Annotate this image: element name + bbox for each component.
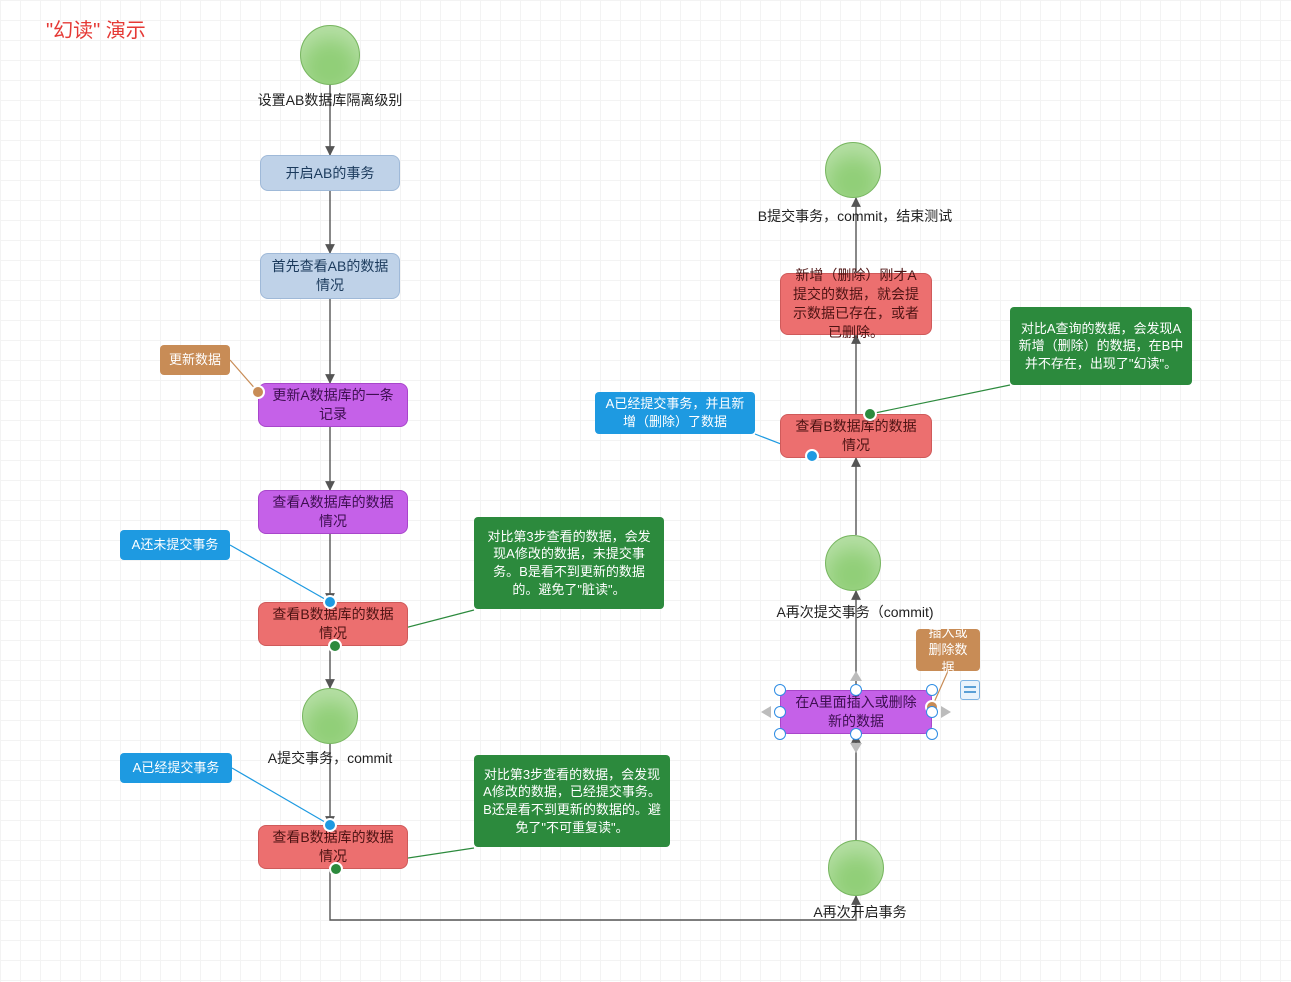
selection-arrow-down[interactable] [850, 743, 862, 753]
node-nb3[interactable]: A已经提交事务 [120, 753, 232, 783]
edge-nb2-r6 [230, 545, 330, 602]
node-r5[interactable]: 查看A数据库的数据情况 [258, 490, 408, 534]
selection-arrow-up[interactable] [850, 671, 862, 681]
node-nb4[interactable]: 插入或删除数据 [916, 629, 980, 671]
link-dot [328, 639, 342, 653]
selection-handle[interactable] [850, 684, 862, 696]
node-nb2[interactable]: A还未提交事务 [120, 530, 230, 560]
link-dot [329, 862, 343, 876]
node-ng3[interactable]: 对比A查询的数据，会发现A新增（删除）的数据，在B中并不存在，出现了"幻读"。 [1010, 307, 1192, 385]
node-l3: A再次开启事务 [780, 902, 940, 922]
link-dot [251, 385, 265, 399]
node-r4[interactable]: 更新A数据库的一条记录 [258, 383, 408, 427]
selection-handle[interactable] [774, 684, 786, 696]
selection-handle[interactable] [774, 706, 786, 718]
node-c5[interactable] [825, 142, 881, 198]
link-dot [863, 407, 877, 421]
link-dot [323, 595, 337, 609]
selection-mini-toolbar[interactable] [960, 680, 980, 700]
selection-handle[interactable] [926, 728, 938, 740]
edge-ng3-r9 [870, 385, 1010, 414]
node-c4[interactable] [825, 535, 881, 591]
node-c3[interactable] [828, 840, 884, 896]
selection-handle[interactable] [926, 706, 938, 718]
node-nb5[interactable]: A已经提交事务，并且新增（删除）了数据 [595, 392, 755, 434]
node-r9[interactable]: 查看B数据库的数据情况 [780, 414, 932, 458]
node-l2: A提交事务，commit [245, 748, 415, 768]
selection-handle[interactable] [850, 728, 862, 740]
node-nb1[interactable]: 更新数据 [160, 345, 230, 375]
node-ng2[interactable]: 对比第3步查看的数据，会发现A修改的数据，已经提交事务。B还是看不到更新的数据的… [474, 755, 670, 847]
edge-r7-c3 [330, 869, 856, 920]
node-l5: B提交事务，commit，结束测试 [735, 206, 975, 226]
node-r2[interactable]: 开启AB的事务 [260, 155, 400, 191]
node-ng1[interactable]: 对比第3步查看的数据，会发现A修改的数据，未提交事务。B是看不到更新的数据的。避… [474, 517, 664, 609]
diagram-canvas[interactable]: "幻读" 演示 设置AB数据库隔离级别开启AB的事务首先查看AB的数据情况更新数… [0, 0, 1291, 982]
link-dot [323, 818, 337, 832]
selection-handle[interactable] [774, 728, 786, 740]
node-l1: 设置AB数据库隔离级别 [245, 90, 415, 110]
link-dot [805, 449, 819, 463]
diagram-title: "幻读" 演示 [46, 14, 146, 43]
node-r10[interactable]: 新增（删除）刚才A提交的数据，就会提示数据已存在，或者已删除。 [780, 273, 932, 335]
node-c1[interactable] [300, 25, 360, 85]
selection-arrow-left[interactable] [761, 706, 771, 718]
edge-nb3-r7 [232, 768, 330, 825]
selection-handle[interactable] [926, 684, 938, 696]
node-l4: A再次提交事务（commit) [750, 602, 960, 622]
node-c2[interactable] [302, 688, 358, 744]
selection-arrow-right[interactable] [941, 706, 951, 718]
node-r3[interactable]: 首先查看AB的数据情况 [260, 253, 400, 299]
